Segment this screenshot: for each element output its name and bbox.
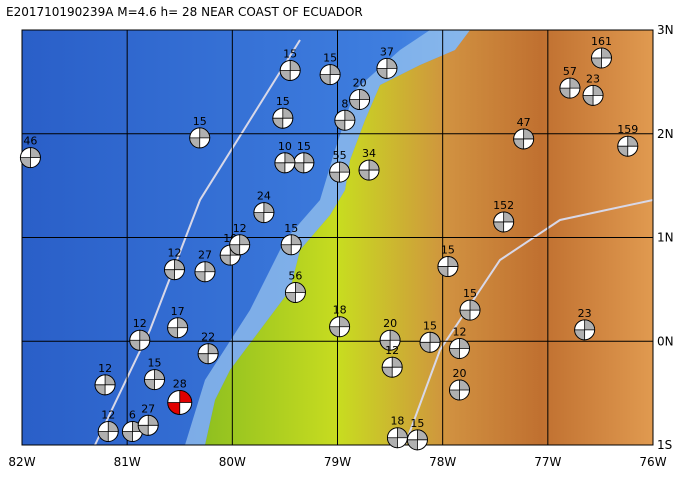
focal-mechanism-quadrant — [381, 356, 403, 378]
focal-mechanism-quadrant — [189, 127, 211, 149]
focal-mechanism-quadrant — [582, 84, 604, 106]
focal-mechanism-quadrant — [449, 338, 470, 359]
depth-label: 12 — [98, 362, 112, 375]
y-tick-label: 2N — [657, 127, 674, 141]
depth-label: 17 — [171, 305, 185, 318]
depth-label: 27 — [141, 402, 155, 415]
focal-mechanism-quadrant — [329, 316, 351, 338]
focal-mechanism-quadrant — [329, 161, 351, 183]
depth-label: 8 — [341, 97, 348, 110]
depth-label: 23 — [586, 72, 600, 85]
depth-label: 20 — [353, 77, 367, 90]
depth-label: 37 — [380, 45, 394, 58]
focal-mechanism-quadrant — [617, 135, 639, 157]
depth-label: 34 — [362, 147, 376, 160]
focal-mechanism-quadrant — [407, 429, 428, 451]
depth-label: 15 — [423, 319, 437, 332]
depth-label: 24 — [257, 190, 271, 203]
depth-label: 20 — [383, 317, 397, 330]
focal-mechanism-quadrant — [20, 147, 41, 169]
focal-mechanism-quadrant — [574, 319, 596, 341]
y-tick-label: 1N — [657, 231, 674, 245]
focal-mechanism-quadrant — [194, 261, 216, 283]
focal-mechanism-quadrant — [559, 77, 581, 99]
depth-label: 20 — [452, 367, 466, 380]
focal-mechanism-quadrant — [449, 379, 470, 401]
depth-label: 12 — [101, 409, 115, 422]
y-tick-label: 1S — [657, 438, 672, 452]
depth-label: 55 — [333, 149, 347, 162]
focal-mechanism-quadrant — [167, 390, 193, 415]
focal-mechanism-quadrant — [164, 259, 185, 281]
depth-label: 22 — [201, 331, 215, 344]
x-tick-label: 81W — [114, 455, 141, 469]
focal-mechanism-quadrant — [379, 329, 401, 351]
focal-mechanism-quadrant — [437, 256, 459, 277]
focal-mechanism-quadrant — [358, 159, 380, 181]
depth-label: 15 — [463, 287, 477, 300]
depth-label: 15 — [441, 244, 455, 257]
x-tick-label: 76W — [639, 455, 666, 469]
depth-label: 159 — [617, 123, 638, 136]
depth-label: 12 — [167, 247, 181, 260]
x-tick-label: 79W — [324, 455, 351, 469]
depth-label: 6 — [129, 409, 136, 422]
focal-mechanism-quadrant — [280, 234, 302, 256]
y-tick-label: 0N — [657, 334, 674, 348]
focal-mechanism-quadrant — [459, 299, 481, 321]
depth-label: 56 — [288, 269, 302, 282]
depth-label: 28 — [173, 377, 187, 390]
depth-label: 12 — [385, 344, 399, 357]
depth-label: 15 — [297, 140, 311, 153]
focal-mechanism-quadrant — [94, 374, 116, 396]
x-tick-label: 77W — [534, 455, 561, 469]
focal-mechanism-quadrant — [129, 329, 151, 351]
depth-label: 23 — [578, 307, 592, 320]
focal-mechanism-quadrant — [285, 282, 306, 303]
focal-mechanism-quadrant — [493, 211, 515, 233]
depth-label: 15 — [283, 47, 297, 60]
depth-label: 15 — [323, 52, 337, 65]
depth-label: 18 — [333, 304, 347, 317]
focal-mechanism-quadrant — [349, 89, 370, 110]
focal-mechanism-quadrant — [167, 317, 189, 339]
y-tick-label: 3N — [657, 23, 674, 37]
focal-mechanism-quadrant — [419, 331, 441, 353]
focal-mechanism-quadrant — [144, 369, 165, 391]
focal-mechanism-quadrant — [279, 60, 301, 81]
focal-mechanism-quadrant — [376, 57, 398, 79]
depth-label: 12 — [133, 317, 147, 330]
depth-label: 12 — [452, 326, 466, 339]
depth-label: 57 — [563, 65, 577, 78]
focal-mechanism-quadrant — [319, 64, 341, 86]
x-tick-label: 78W — [429, 455, 456, 469]
depth-label: 152 — [493, 199, 514, 212]
focal-mechanism-quadrant — [253, 202, 275, 224]
map-title: E201710190239A M=4.6 h= 28 NEAR COAST OF… — [6, 5, 363, 19]
x-tick-label: 80W — [219, 455, 246, 469]
focal-mechanism-quadrant — [97, 421, 119, 442]
depth-label: 15 — [193, 115, 207, 128]
depth-label: 15 — [276, 95, 290, 108]
depth-label: 27 — [198, 249, 212, 262]
focal-mechanism-quadrant — [334, 109, 356, 131]
focal-mechanism-quadrant — [137, 414, 159, 436]
focal-mechanism-quadrant — [229, 234, 251, 256]
depth-label: 15 — [148, 357, 162, 370]
focal-mechanism-quadrant — [591, 47, 612, 69]
depth-label: 18 — [390, 415, 404, 428]
depth-label: 161 — [591, 35, 612, 48]
focal-mechanism-quadrant — [197, 343, 219, 365]
x-tick-label: 82W — [8, 455, 35, 469]
depth-label: 15 — [284, 222, 298, 235]
depth-label: 46 — [23, 135, 37, 148]
depth-label: 10 — [278, 140, 292, 153]
depth-label: 47 — [517, 116, 531, 129]
focal-mechanism-quadrant — [274, 152, 296, 174]
depth-label: 12 — [233, 222, 247, 235]
depth-label: 15 — [410, 417, 424, 430]
focal-mechanism-quadrant — [513, 128, 535, 150]
focal-mechanism-quadrant — [272, 107, 294, 129]
